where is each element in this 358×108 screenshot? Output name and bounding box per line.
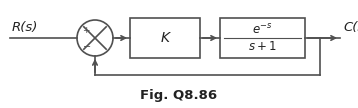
Bar bbox=[130, 18, 200, 58]
Text: R(s): R(s) bbox=[12, 21, 38, 34]
Text: $e^{-s}$: $e^{-s}$ bbox=[252, 23, 273, 37]
Bar bbox=[220, 18, 305, 58]
Text: +: + bbox=[82, 26, 90, 35]
Text: K: K bbox=[160, 31, 170, 45]
Text: C(s): C(s) bbox=[343, 21, 358, 34]
Text: $s+1$: $s+1$ bbox=[248, 40, 277, 53]
Text: Fig. Q8.86: Fig. Q8.86 bbox=[140, 88, 218, 102]
Text: −: − bbox=[83, 42, 91, 52]
